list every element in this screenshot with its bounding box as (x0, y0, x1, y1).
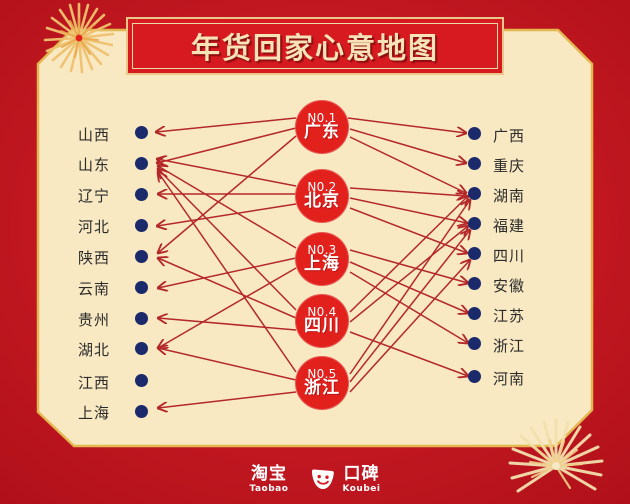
right-dot-福建[interactable] (468, 217, 481, 230)
left-dot-山东[interactable] (135, 157, 148, 170)
rank-node-5-zhejiang[interactable]: N0.5 浙江 (295, 356, 349, 410)
page-title: 年货回家心意地图 (190, 31, 439, 65)
left-dot-贵州[interactable] (135, 312, 148, 325)
right-node-湖南[interactable]: 湖南 (493, 187, 526, 205)
koubei-logo: 口碑 Koubei (342, 463, 381, 494)
rank-number-3: N0.3 (307, 242, 337, 257)
left-node-云南[interactable]: 云南 (77, 280, 110, 298)
left-node-湖北[interactable]: 湖北 (77, 341, 110, 359)
left-node-河北[interactable]: 河北 (77, 218, 110, 236)
taobao-logo: 淘宝 Taobao (249, 463, 289, 494)
brand-taobao[interactable]: 淘宝 Taobao (249, 463, 289, 494)
left-node-江西[interactable]: 江西 (77, 374, 110, 392)
left-node-山东[interactable]: 山东 (77, 156, 110, 174)
rank-name-1: 广东 (304, 122, 340, 143)
arrows-from-beijing (157, 159, 467, 253)
rank-name-3: 上海 (304, 254, 340, 275)
right-node-河南[interactable]: 河南 (493, 370, 526, 388)
left-node-陕西[interactable]: 陕西 (77, 249, 110, 267)
right-dot-四川[interactable] (468, 247, 481, 260)
right-node-江苏[interactable]: 江苏 (493, 307, 526, 325)
taobao-label-en: Taobao (249, 483, 289, 494)
rank-node-3-shanghai[interactable]: N0.3 上海 (295, 232, 349, 286)
arrows-from-sichuan (158, 169, 468, 376)
rank-number-2: N0.2 (307, 179, 337, 194)
right-node-福建[interactable]: 福建 (493, 217, 526, 235)
rank-name-5: 浙江 (304, 378, 340, 399)
right-node-四川[interactable]: 四川 (493, 247, 526, 265)
firework-bottom-right (508, 418, 604, 493)
koubei-label-cn: 口碑 (343, 463, 380, 484)
right-node-安徽[interactable]: 安徽 (493, 277, 526, 295)
left-node-贵州[interactable]: 贵州 (77, 311, 110, 329)
title-banner-inner-border (132, 23, 498, 69)
rank-number-5: N0.5 (307, 366, 337, 381)
title-banner: 年货回家心意地图 (126, 17, 504, 75)
arrows-from-zhejiang (158, 172, 470, 408)
left-dot-陕西[interactable] (135, 250, 148, 263)
rank-node-4-sichuan[interactable]: N0.4 四川 (295, 294, 349, 348)
right-dot-安徽[interactable] (468, 277, 481, 290)
right-dot-浙江[interactable] (468, 337, 481, 350)
right-node-浙江[interactable]: 浙江 (493, 337, 526, 355)
left-dot-湖北[interactable] (135, 342, 148, 355)
rank-node-1-guangdong[interactable]: N0.1 广东 (295, 100, 349, 154)
left-dot-河北[interactable] (135, 219, 148, 232)
koubei-label-en: Koubei (342, 483, 381, 494)
right-node-广西[interactable]: 广西 (493, 127, 526, 145)
footer-brands: 淘宝 Taobao 口碑 Koubei (0, 455, 630, 504)
firework-top-left (43, 2, 115, 74)
left-node-辽宁[interactable]: 辽宁 (77, 187, 110, 205)
rank-node-2-beijing[interactable]: N0.2 北京 (295, 169, 349, 223)
rank-number-1: N0.1 (307, 110, 337, 125)
rank-name-2: 北京 (304, 191, 340, 212)
left-dot-江西[interactable] (135, 374, 148, 387)
right-node-重庆[interactable]: 重庆 (493, 157, 526, 175)
brand-koubei[interactable]: 口碑 Koubei (310, 463, 381, 494)
left-dot-山西[interactable] (135, 126, 148, 139)
right-dot-江苏[interactable] (468, 307, 481, 320)
left-dot-辽宁[interactable] (135, 188, 148, 201)
right-dot-湖南[interactable] (468, 187, 481, 200)
left-node-山西[interactable]: 山西 (77, 126, 110, 144)
left-dot-云南[interactable] (135, 281, 148, 294)
left-dot-上海[interactable] (135, 405, 148, 418)
left-node-上海[interactable]: 上海 (77, 404, 110, 422)
right-dot-广西[interactable] (468, 127, 481, 140)
right-dot-河南[interactable] (468, 370, 481, 383)
right-dot-重庆[interactable] (468, 157, 481, 170)
rank-number-4: N0.4 (307, 304, 337, 319)
taobao-label-cn: 淘宝 (250, 463, 287, 484)
koubei-smile-icon (312, 468, 335, 489)
rank-name-4: 四川 (304, 316, 340, 337)
